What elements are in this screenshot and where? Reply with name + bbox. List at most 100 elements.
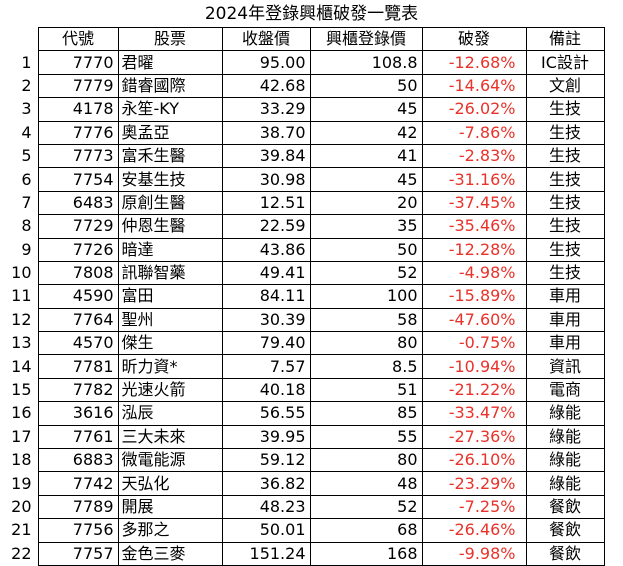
break-percent: -37.45% — [421, 190, 527, 216]
table-row: 21 7756 多那之 50.01 68 -26.46% 餐飲 — [2, 518, 605, 543]
close-price: 49.41 — [221, 260, 311, 286]
close-price: 7.57 — [221, 354, 311, 379]
stock-name: 昕力資* — [117, 354, 223, 379]
category-note: 生技 — [525, 260, 605, 286]
row-index: 3 — [21, 99, 32, 119]
row-index: 16 — [11, 403, 32, 423]
row-index: 18 — [11, 450, 32, 470]
listing-price: 35 — [309, 214, 423, 239]
category-note: 車用 — [525, 284, 605, 309]
row-index: 20 — [11, 497, 32, 516]
close-price: 95.00 — [221, 50, 311, 75]
listing-price: 55 — [309, 424, 423, 450]
row-index: 17 — [11, 426, 32, 446]
table-row: 12 7764 聖州 30.39 58 -47.60% 車用 — [2, 307, 605, 333]
stock-code: 7789 — [37, 494, 119, 520]
break-percent: -9.98% — [421, 541, 527, 566]
stock-name: 永笙-KY — [117, 97, 223, 122]
stock-name: 泓辰 — [117, 401, 223, 426]
break-percent: -7.86% — [421, 120, 527, 145]
row-index: 6 — [21, 169, 32, 189]
category-note: 文創 — [525, 73, 605, 99]
close-price: 30.98 — [221, 167, 311, 192]
header-close: 收盤價 — [221, 26, 311, 52]
listing-price: 168 — [309, 541, 423, 566]
table-row: 22 7757 金色三麥 151.24 168 -9.98% 餐飲 — [2, 541, 605, 566]
category-note: 綠能 — [525, 401, 605, 426]
break-percent: -26.10% — [421, 448, 527, 473]
stock-name: 錯睿國際 — [117, 73, 223, 99]
listing-price: 100 — [309, 284, 423, 309]
category-note: 綠能 — [525, 424, 605, 450]
stock-code: 7756 — [37, 518, 119, 543]
stock-name: 金色三麥 — [117, 541, 223, 566]
row-index: 2 — [21, 75, 32, 95]
table-row: 5 7773 富禾生醫 39.84 41 -2.83% 生技 — [2, 143, 605, 169]
category-note: 車用 — [525, 331, 605, 356]
stock-code: 4590 — [37, 284, 119, 309]
close-price: 43.86 — [221, 237, 311, 262]
row-index: 5 — [21, 146, 32, 166]
stock-code: 7764 — [37, 307, 119, 333]
stock-name: 開展 — [117, 494, 223, 520]
page-title: 2024年登錄興櫃破發一覽表 — [204, 4, 419, 24]
category-note: IC設計 — [525, 50, 605, 75]
table-row: 18 6883 微電能源 59.12 80 -26.10% 綠能 — [2, 448, 605, 473]
break-percent: -14.64% — [421, 73, 527, 99]
table-row: 11 4590 富田 84.11 100 -15.89% 車用 — [2, 284, 605, 309]
stock-code: 7729 — [37, 214, 119, 239]
row-index: 14 — [11, 356, 32, 376]
table-row: 15 7782 光速火箭 40.18 51 -21.22% 電商 — [2, 377, 605, 403]
break-percent: -33.47% — [421, 401, 527, 426]
stock-name: 多那之 — [117, 518, 223, 543]
table-row: 1 7770 君曜 95.00 108.8 -12.68% IC設計 — [2, 50, 605, 75]
category-note: 車用 — [525, 307, 605, 333]
header-row: 代號 股票 收盤價 興櫃登錄價 破發 備註 — [2, 26, 605, 52]
stock-name: 微電能源 — [117, 448, 223, 473]
stock-name: 奧孟亞 — [117, 120, 223, 145]
stock-code: 4178 — [37, 97, 119, 122]
header-name: 股票 — [117, 26, 223, 52]
close-price: 56.55 — [221, 401, 311, 426]
row-index: 4 — [21, 122, 32, 142]
break-percent: -2.83% — [421, 143, 527, 169]
break-percent: -35.46% — [421, 214, 527, 239]
stock-code: 6483 — [37, 190, 119, 216]
row-index: 8 — [21, 216, 32, 236]
break-percent: -0.75% — [421, 331, 527, 356]
row-index: 15 — [11, 380, 32, 400]
stock-code: 3616 — [37, 401, 119, 426]
stock-name: 富禾生醫 — [117, 143, 223, 169]
stock-code: 7742 — [37, 471, 119, 496]
close-price: 30.39 — [221, 307, 311, 333]
listing-price: 80 — [309, 331, 423, 356]
listing-price: 80 — [309, 448, 423, 473]
listing-price: 85 — [309, 401, 423, 426]
table-row: 16 3616 泓辰 56.55 85 -33.47% 綠能 — [2, 401, 605, 426]
table-row: 6 7754 安基生技 30.98 45 -31.16% 生技 — [2, 167, 605, 192]
stock-name: 天弘化 — [117, 471, 223, 496]
row-index: 7 — [21, 192, 32, 212]
stock-name: 三大未來 — [117, 424, 223, 450]
listing-price: 41 — [309, 143, 423, 169]
ipo-table: 代號 股票 收盤價 興櫃登錄價 破發 備註 1 7770 君曜 95.00 108.8-… — [2, 26, 605, 566]
stock-code: 7776 — [37, 120, 119, 145]
close-price: 33.29 — [221, 97, 311, 122]
close-price: 42.68 — [221, 73, 311, 99]
stock-code: 7779 — [37, 73, 119, 99]
close-price: 12.51 — [221, 190, 311, 216]
close-price: 50.01 — [221, 518, 311, 543]
stock-name: 君曜 — [117, 50, 223, 75]
close-price: 39.95 — [221, 424, 311, 450]
stock-code: 7757 — [37, 541, 119, 566]
row-index: 11 — [11, 286, 32, 306]
stock-name: 光速火箭 — [117, 377, 223, 403]
break-percent: -47.60% — [421, 307, 527, 333]
listing-price: 50 — [309, 237, 423, 262]
close-price: 38.70 — [221, 120, 311, 145]
category-note: 生技 — [525, 190, 605, 216]
header-listing-price: 興櫃登錄價 — [309, 26, 423, 52]
header-code: 代號 — [37, 26, 119, 52]
listing-price: 8.5 — [309, 354, 423, 379]
category-note: 綠能 — [525, 448, 605, 473]
